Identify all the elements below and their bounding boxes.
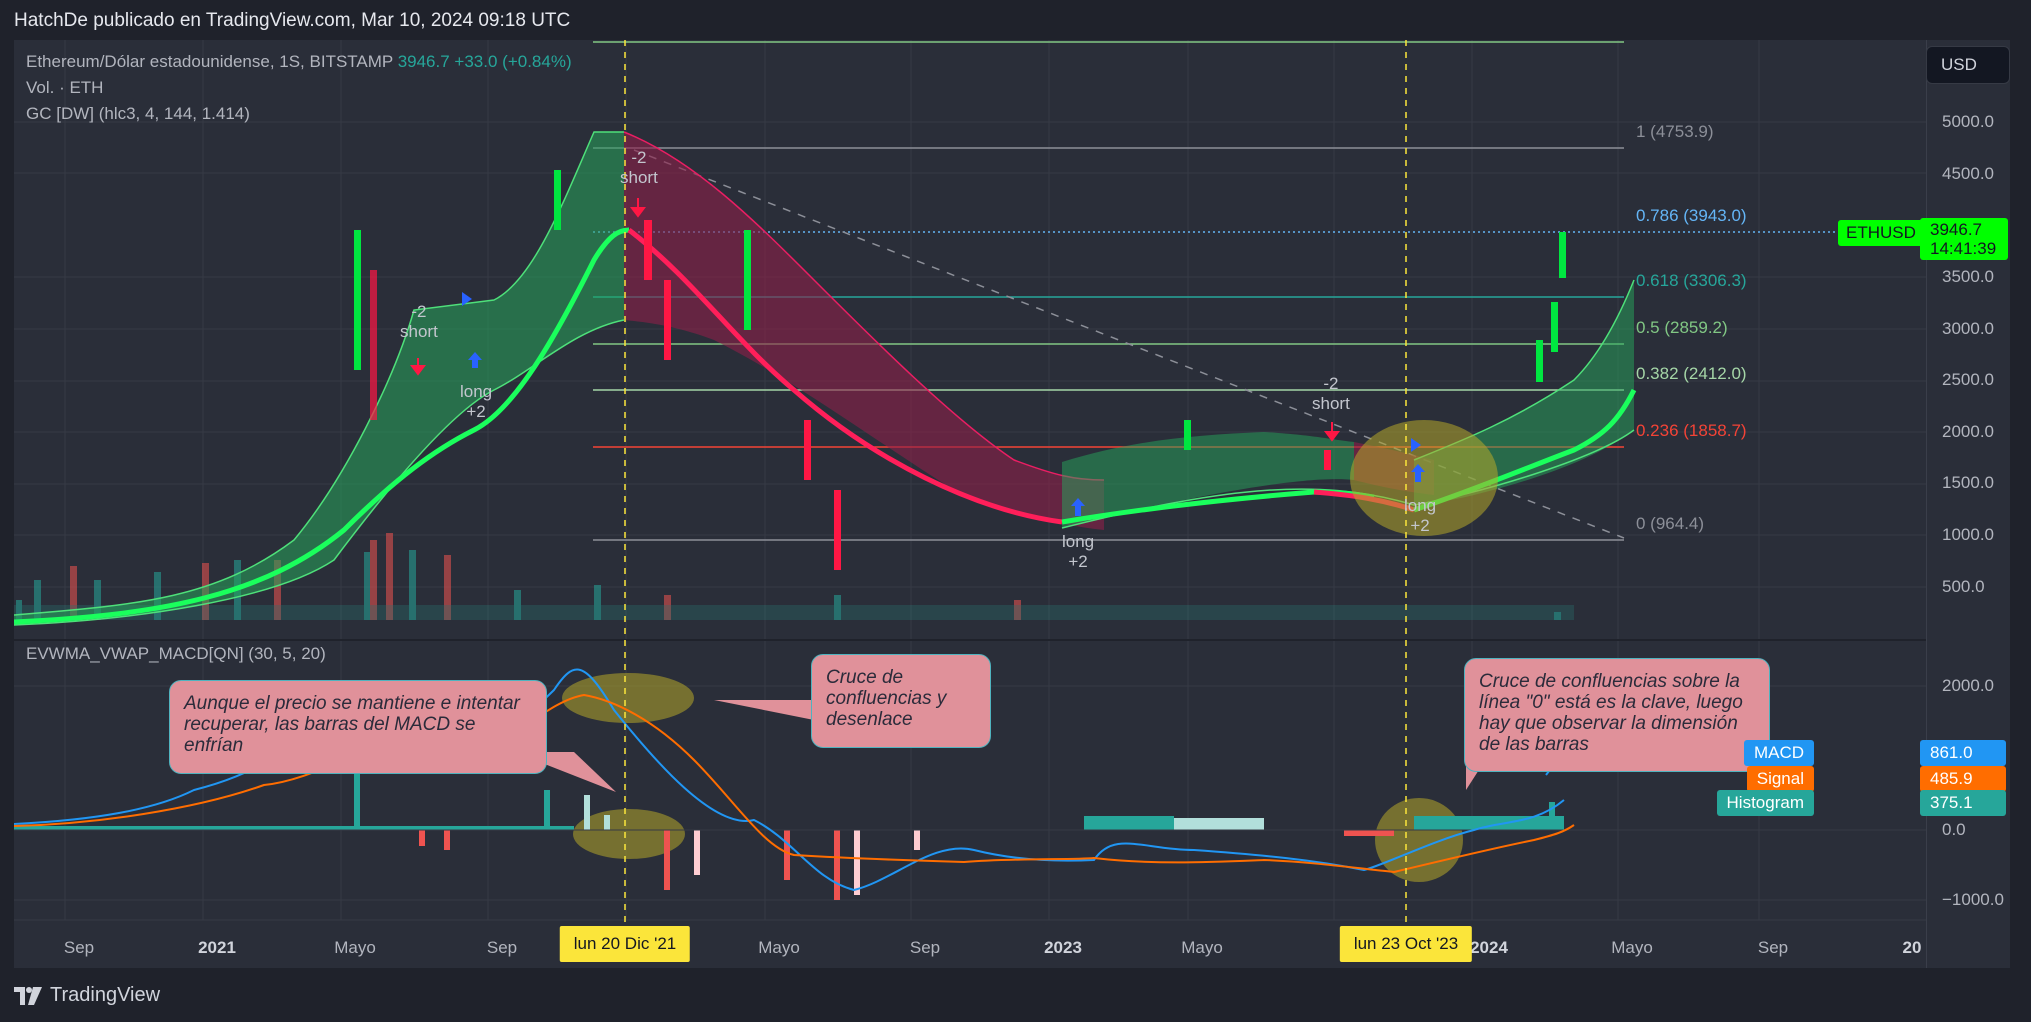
signal-long-label: long +2 — [1404, 496, 1437, 535]
fib-label-05: 0.5 (2859.2) — [1636, 318, 1728, 337]
time-tick: Mayo — [758, 938, 800, 957]
time-tick: 20 — [1902, 938, 1922, 957]
signal-long-label: long +2 — [1062, 532, 1095, 571]
time-tick: Sep — [1757, 938, 1789, 957]
price-tick: 2500.0 — [1942, 370, 1994, 389]
price-tick: 3000.0 — [1942, 319, 1994, 338]
signal-tag: Signal — [1746, 766, 1814, 792]
time-tick: Sep — [909, 938, 941, 957]
time-tick: Mayo — [334, 938, 376, 957]
price-change: +33.0 (+0.84%) — [454, 52, 572, 71]
fib-label-0: 0 (964.4) — [1636, 514, 1705, 533]
currency-button[interactable]: USD — [1926, 46, 2010, 84]
crosshair-date-1: lun 20 Dic '21 — [559, 926, 691, 962]
crosshair-date-2: lun 23 Oct '23 — [1339, 926, 1473, 962]
time-tick: 2024 — [1470, 938, 1508, 957]
time-tick: Sep — [63, 938, 95, 957]
fib-label-1: 1 (4753.9) — [1636, 122, 1714, 141]
symbol-name: Ethereum/Dólar estadounidense, 1S, BITST… — [26, 52, 393, 71]
time-tick: Mayo — [1181, 938, 1223, 957]
price-tick: 1000.0 — [1942, 525, 1994, 544]
price-tick: 2000.0 — [1942, 422, 1994, 441]
chart-frame[interactable]: Ethereum/Dólar estadounidense, 1S, BITST… — [14, 40, 2010, 968]
signal-long-label: long +2 — [460, 382, 493, 421]
histogram-value: 375.1 — [1920, 790, 2006, 816]
publisher-line: HatchDe publicado en TradingView.com, Ma… — [14, 10, 571, 31]
chart-canvas[interactable] — [14, 40, 1926, 968]
histogram-tag: Histogram — [1716, 790, 1814, 816]
price-axis-divider — [1926, 40, 1927, 968]
price-tick: 1500.0 — [1942, 473, 1994, 492]
fib-label-0382: 0.382 (2412.0) — [1636, 364, 1747, 383]
time-tick: Sep — [486, 938, 518, 957]
macd-tag: MACD — [1743, 740, 1814, 766]
price-tick: 5000.0 — [1942, 112, 1994, 131]
time-tick: 2021 — [198, 938, 236, 957]
time-tick: Mayo — [1611, 938, 1653, 957]
last-price: 3946.7 — [397, 52, 450, 71]
macd-tick: 2000.0 — [1942, 676, 1994, 695]
tradingview-logo[interactable]: TradingView — [14, 984, 160, 1007]
price-tick: 500.0 — [1942, 577, 1985, 596]
callout-macd-cooling[interactable]: Aunque el precio se mantiene e intentar … — [169, 680, 547, 774]
signal-short-label: -2 short — [620, 148, 658, 187]
price-tick: 3500.0 — [1942, 267, 1994, 286]
macd-tick: −1000.0 — [1942, 890, 2004, 909]
tradingview-logo-icon — [14, 986, 42, 1005]
signal-short-label: -2 short — [400, 302, 438, 341]
price-tick: 4500.0 — [1942, 164, 1994, 183]
callout-confluence-cross[interactable]: Cruce de confluencias y desenlace — [811, 654, 991, 748]
macd-tick: 0.0 — [1942, 820, 1966, 839]
fib-label-0618: 0.618 (3306.3) — [1636, 271, 1747, 290]
gc-indicator-legend[interactable]: GC [DW] (hlc3, 4, 144, 1.414) — [26, 104, 250, 123]
fib-label-0236: 0.236 (1858.7) — [1636, 421, 1747, 440]
fib-label-0786: 0.786 (3943.0) — [1636, 206, 1747, 225]
callout-zero-line-cross[interactable]: Cruce de confluencias sobre la línea "0"… — [1464, 658, 1770, 772]
time-tick: 2023 — [1044, 938, 1082, 957]
brand-name: TradingView — [50, 984, 161, 1006]
symbol-legend[interactable]: Ethereum/Dólar estadounidense, 1S, BITST… — [26, 52, 572, 72]
symbol-price-tag: ETHUSD — [1838, 220, 1924, 246]
macd-value: 861.0 — [1920, 740, 2006, 766]
volume-legend[interactable]: Vol. · ETH — [26, 78, 104, 97]
signal-value: 485.9 — [1920, 766, 2006, 792]
plot-area[interactable]: Ethereum/Dólar estadounidense, 1S, BITST… — [14, 40, 1926, 968]
macd-indicator-legend[interactable]: EVWMA_VWAP_MACD[QN] (30, 5, 20) — [26, 644, 326, 663]
last-price-label: 3946.7 14:41:39 — [1920, 218, 2008, 260]
signal-short-label: -2 short — [1312, 374, 1350, 413]
